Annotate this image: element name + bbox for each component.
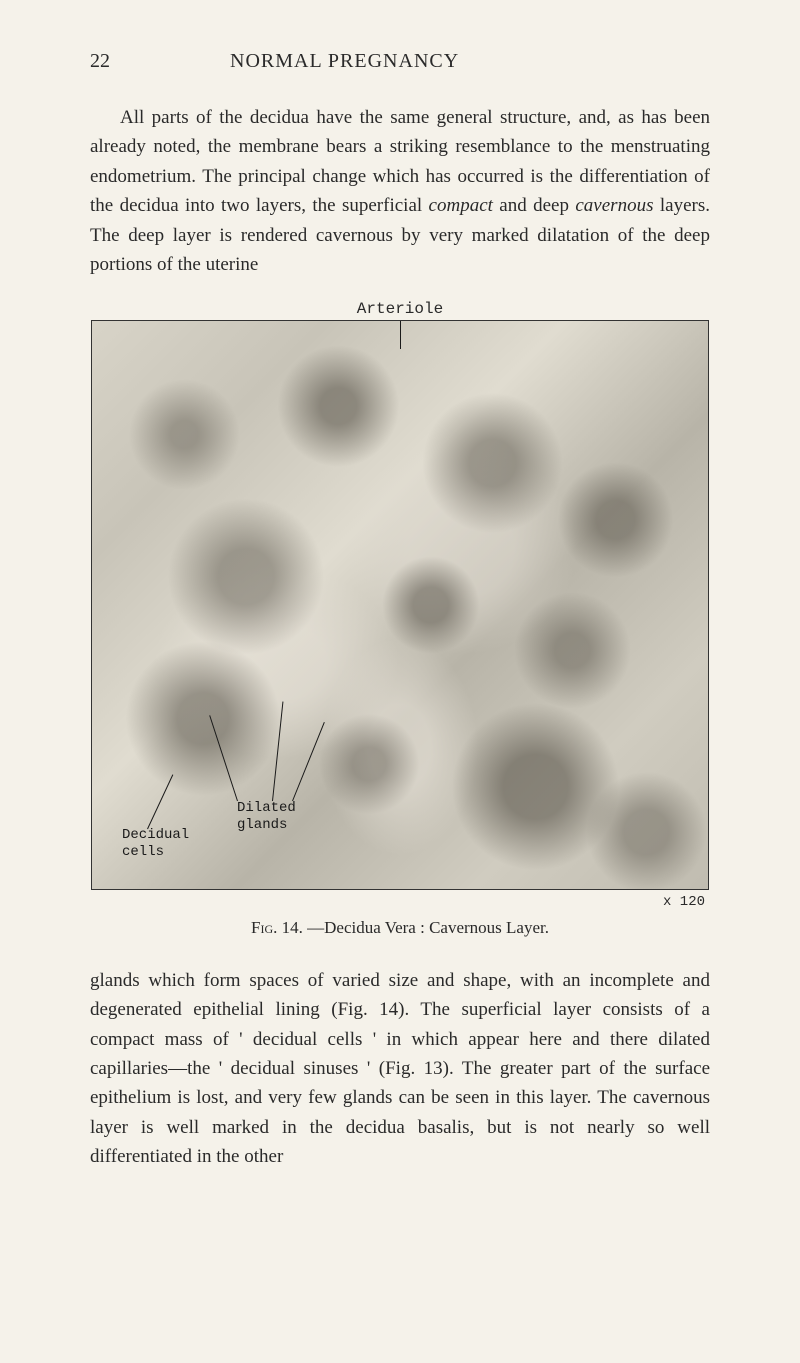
para1-italic1: compact [429,195,493,216]
micrograph-texture [92,321,708,889]
page-number: 22 [90,50,110,73]
figure-top-label: Arteriole [90,300,710,318]
decidual-cells-label: Decidual cells [122,827,189,861]
micrograph-image: Decidual cells Dilated glands [91,320,709,890]
figure-caption-prefix: Fig. [251,918,277,937]
para1-italic2: cavernous [575,195,653,216]
para1-text2: and deep [493,195,575,216]
paragraph-1: All parts of the decidua have the same g… [90,103,710,280]
dilated-glands-label: Dilated glands [237,800,296,834]
magnification-label: x 120 [91,894,709,910]
arteriole-pointer-line [400,321,401,349]
figure-caption-text: 14. —Decidua Vera : Cavernous Layer. [277,918,549,937]
figure-container: Decidual cells Dilated glands x 120 [91,320,709,910]
page-header: 22 NORMAL PREGNANCY [90,50,710,73]
figure-caption: Fig. 14. —Decidua Vera : Cavernous Layer… [90,918,710,938]
paragraph-2: glands which form spaces of varied size … [90,966,710,1172]
running-title: NORMAL PREGNANCY [230,50,459,73]
